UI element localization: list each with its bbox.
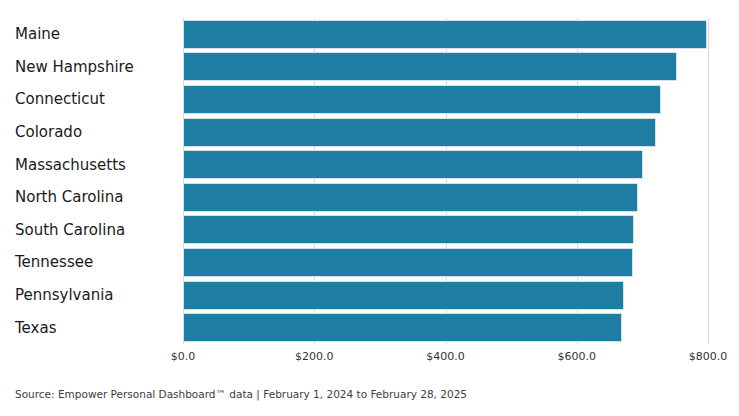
bar-connecticut (183, 85, 661, 114)
bar-track (183, 248, 708, 277)
x-tick-label: $400.0 (426, 350, 465, 363)
chart-row: New Hampshire (0, 51, 739, 84)
chart-row: Connecticut (0, 83, 739, 116)
category-label: New Hampshire (0, 58, 183, 76)
bar-colorado (183, 118, 656, 147)
bar-track (183, 313, 708, 342)
chart-row: Massachusetts (0, 148, 739, 181)
category-label: North Carolina (0, 188, 183, 206)
chart-row: Pennsylvania (0, 279, 739, 312)
bar-chart: Maine New Hampshire Connecticut Colorado Mas… (0, 18, 739, 344)
bar-track (183, 52, 708, 81)
category-label: Maine (0, 25, 183, 43)
category-label: Connecticut (0, 90, 183, 108)
bar-new-hampshire (183, 52, 677, 81)
bar-massachusetts (183, 150, 643, 179)
chart-rows: Maine New Hampshire Connecticut Colorado Mas… (0, 18, 739, 344)
bar-pennsylvania (183, 281, 624, 310)
category-label: Pennsylvania (0, 286, 183, 304)
category-label: Massachusetts (0, 156, 183, 174)
bar-texas (183, 313, 622, 342)
x-tick-label: $800.0 (689, 350, 728, 363)
chart-row: Texas (0, 311, 739, 344)
bar-track (183, 118, 708, 147)
category-label: Texas (0, 319, 183, 337)
bar-south-carolina (183, 215, 634, 244)
bar-maine (183, 20, 707, 49)
bar-track (183, 183, 708, 212)
bar-track (183, 215, 708, 244)
category-label: Tennessee (0, 253, 183, 271)
category-label: South Carolina (0, 221, 183, 239)
source-caption: Source: Empower Personal Dashboard™ data… (15, 388, 467, 400)
chart-row: North Carolina (0, 181, 739, 214)
chart-row: Maine (0, 18, 739, 51)
bar-tennessee (183, 248, 633, 277)
x-tick-label: $200.0 (295, 350, 334, 363)
x-tick-label: $0.0 (171, 350, 196, 363)
category-label: Colorado (0, 123, 183, 141)
chart-row: Colorado (0, 116, 739, 149)
bar-north-carolina (183, 183, 638, 212)
bar-track (183, 20, 708, 49)
x-tick-label: $600.0 (558, 350, 597, 363)
bar-track (183, 150, 708, 179)
chart-row: Tennessee (0, 246, 739, 279)
bar-track (183, 85, 708, 114)
chart-row: South Carolina (0, 214, 739, 247)
bar-track (183, 281, 708, 310)
x-axis: $0.0$200.0$400.0$600.0$800.0 (183, 350, 708, 364)
